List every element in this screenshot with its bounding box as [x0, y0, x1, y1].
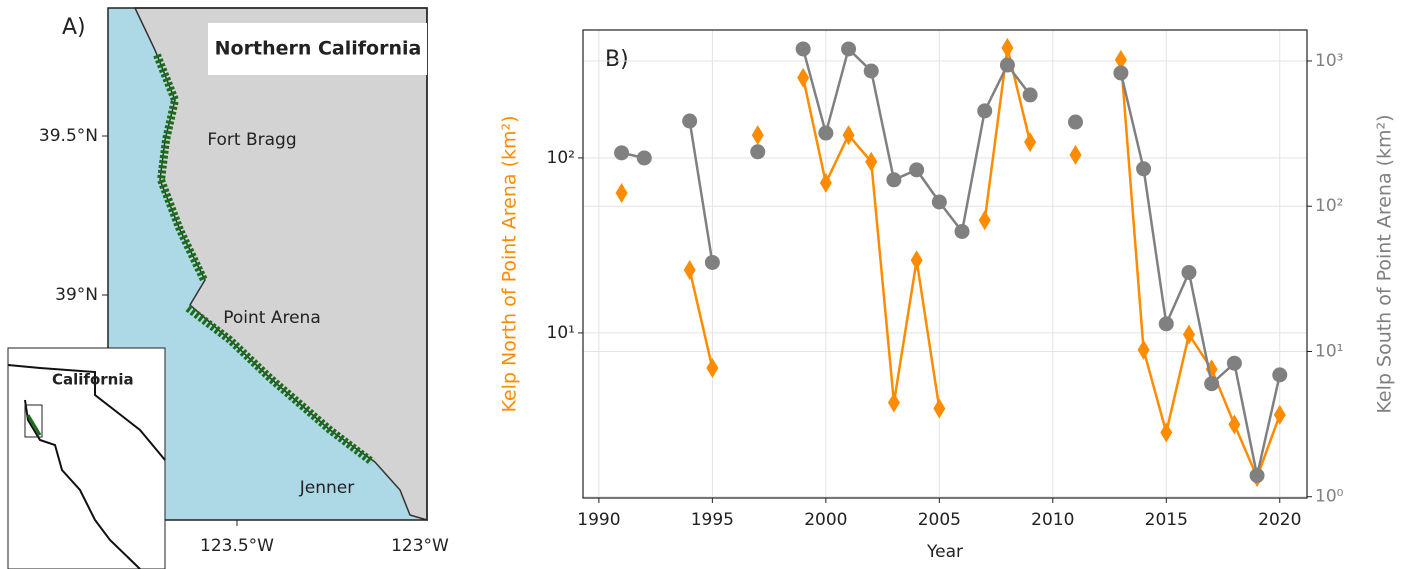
plot-frame: [582, 29, 1308, 499]
point: [933, 398, 946, 419]
map-title: Northern California: [215, 38, 422, 60]
panel-label: A): [62, 15, 86, 40]
y-axis-label: Kelp North of Point Arena (km²): [499, 115, 521, 412]
point: [795, 41, 811, 57]
point: [977, 103, 993, 119]
point: [842, 125, 855, 146]
y2-tick-label: 10¹: [1315, 341, 1343, 361]
x-tick-label: 2005: [918, 510, 961, 530]
point: [1182, 324, 1195, 345]
point: [750, 144, 766, 160]
point: [751, 125, 764, 146]
place-label: Fort Bragg: [207, 130, 296, 150]
point: [909, 162, 925, 178]
point: [886, 172, 902, 188]
place-label: Point Arena: [223, 308, 321, 328]
y-tick-label: 10¹: [547, 323, 575, 343]
inset-box: [24, 404, 43, 438]
y2-axis-label: Kelp South of Point Arena (km²): [1374, 114, 1396, 413]
point: [636, 150, 652, 166]
point: [1113, 65, 1129, 81]
point: [1022, 87, 1038, 103]
point: [1158, 316, 1174, 332]
point: [1160, 422, 1173, 443]
point: [1137, 339, 1150, 360]
point: [1069, 144, 1082, 165]
point: [1024, 132, 1037, 153]
point: [819, 172, 832, 193]
point: [978, 210, 991, 231]
inset-kelp: [26, 414, 42, 436]
point: [863, 63, 879, 79]
point: [887, 392, 900, 413]
inset-coast: [7, 364, 166, 569]
point: [682, 113, 698, 129]
point: [1181, 264, 1197, 280]
panel-label: B): [605, 47, 629, 72]
point: [1136, 161, 1152, 177]
point: [1226, 355, 1242, 371]
x-axis-label: Year: [926, 542, 963, 562]
point: [797, 67, 810, 88]
lat-label: 39°N: [55, 285, 98, 305]
point: [818, 125, 834, 141]
point: [1273, 404, 1286, 425]
point: [1272, 367, 1288, 383]
point: [954, 223, 970, 239]
point: [1249, 468, 1265, 484]
title-box: [208, 23, 427, 75]
y-tick-label: 10²: [547, 148, 575, 168]
map-panel: Northern California A) Fort Bragg Point …: [7, 7, 449, 569]
point: [1001, 37, 1014, 58]
point: [999, 57, 1015, 73]
point: [1068, 114, 1084, 130]
x-tick-label: 2015: [1145, 510, 1188, 530]
x-tick-label: 2000: [804, 510, 847, 530]
point: [683, 259, 696, 280]
point: [614, 145, 630, 161]
point: [931, 194, 947, 210]
point: [615, 183, 628, 204]
x-tick-label: 2020: [1258, 510, 1301, 530]
chart-panel: B) Year Kelp North of Point Arena (km²) …: [499, 29, 1396, 562]
point: [706, 358, 719, 379]
point: [1114, 49, 1127, 70]
x-tick-label: 1990: [577, 510, 620, 530]
point: [910, 250, 923, 271]
y2-tick-label: 10²: [1315, 196, 1343, 216]
lon-label: 123.5°W: [200, 536, 274, 556]
point: [1204, 376, 1220, 392]
lat-label: 39.5°N: [39, 126, 98, 146]
lon-label: 123°W: [391, 536, 449, 556]
kelp-coast: [153, 53, 375, 466]
series-line: [621, 46, 1281, 476]
y2-tick-label: 10⁰: [1315, 487, 1344, 507]
map-frame: [107, 7, 428, 521]
inset-label: California: [52, 371, 134, 389]
point: [865, 151, 878, 172]
point: [704, 254, 720, 270]
inset-frame: [7, 347, 166, 569]
point: [841, 41, 857, 57]
place-label: Jenner: [299, 478, 354, 498]
x-tick-label: 2010: [1031, 510, 1074, 530]
y2-tick-label: 10³: [1315, 51, 1343, 71]
x-tick-label: 1995: [691, 510, 734, 530]
point: [1228, 414, 1241, 435]
